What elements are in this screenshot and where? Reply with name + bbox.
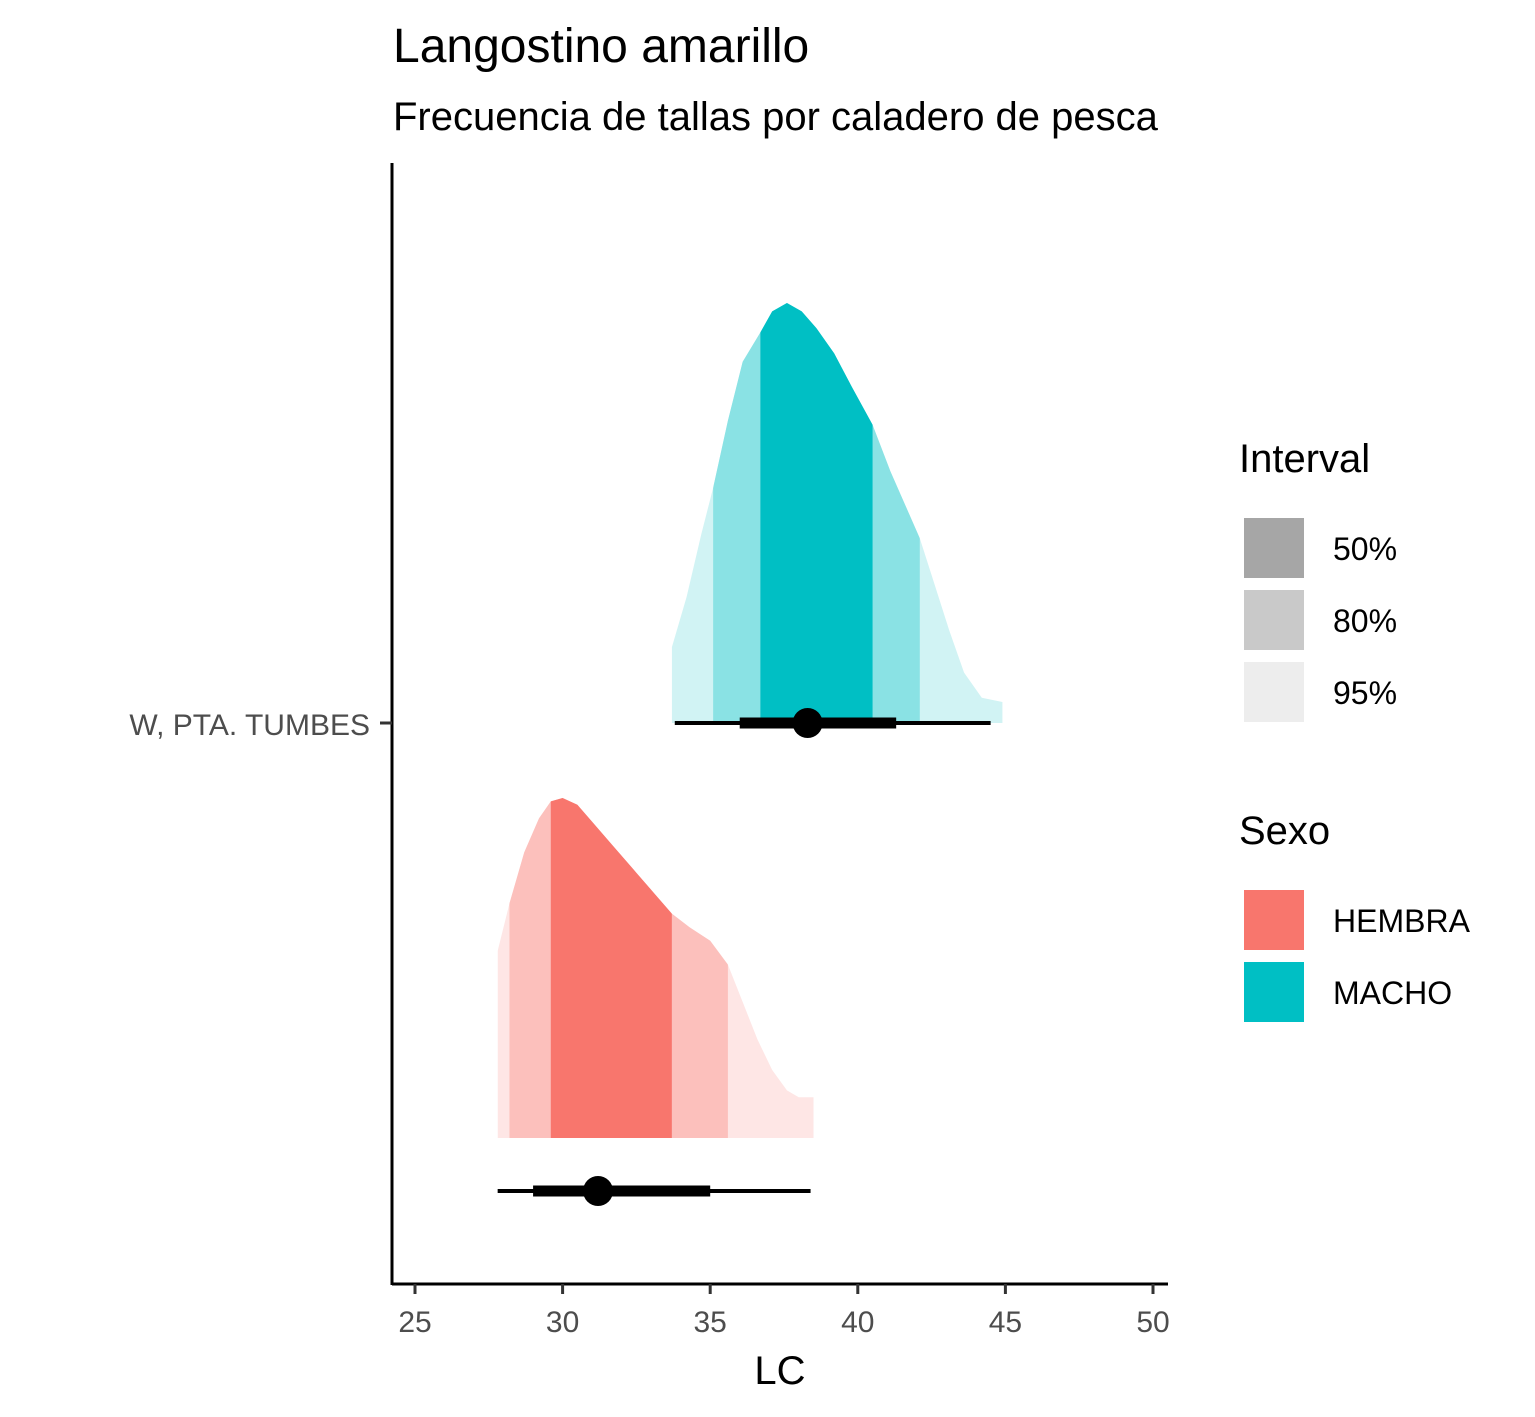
chart-title: Langostino amarillo	[393, 20, 809, 73]
legend-label: HEMBRA	[1333, 903, 1471, 939]
x-tick-label: 30	[546, 1306, 579, 1339]
x-tick-label: 45	[989, 1306, 1022, 1339]
legend-title: Sexo	[1239, 809, 1330, 853]
x-axis-ticks: 25 30 35 40 45 50	[398, 1284, 1170, 1339]
x-tick-label: 50	[1136, 1306, 1169, 1339]
legend-label: 50%	[1333, 531, 1397, 567]
legend-interval: Interval 50% 80% 95%	[1239, 437, 1397, 722]
median-point-hembra	[583, 1176, 614, 1206]
legend-label: 80%	[1333, 603, 1397, 639]
series-macho	[671, 303, 1003, 738]
legend-swatch	[1244, 590, 1304, 650]
x-axis-title: LC	[754, 1349, 805, 1393]
x-tick-label: 40	[841, 1306, 874, 1339]
legend-swatch	[1244, 890, 1304, 950]
x-tick-label: 35	[694, 1306, 727, 1339]
legend-label: 95%	[1333, 675, 1397, 711]
median-point-macho	[792, 708, 823, 738]
x-tick-label: 25	[398, 1306, 431, 1339]
legend-title: Interval	[1239, 437, 1370, 481]
legend-swatch	[1244, 962, 1304, 1022]
legend-sexo: Sexo HEMBRA MACHO	[1239, 809, 1471, 1022]
legend-label: MACHO	[1333, 975, 1452, 1011]
plot-area	[497, 303, 1003, 1206]
chart-subtitle: Frecuencia de tallas por caladero de pes…	[393, 95, 1159, 139]
y-tick-label: W, PTA. TUMBES	[129, 709, 370, 742]
legend-swatch	[1244, 518, 1304, 578]
series-hembra	[497, 798, 814, 1206]
density-band-50-hembra	[550, 798, 672, 1138]
legend-swatch	[1244, 662, 1304, 722]
y-axis-ticks: W, PTA. TUMBES	[129, 709, 392, 742]
density-band-50-macho	[760, 303, 873, 723]
